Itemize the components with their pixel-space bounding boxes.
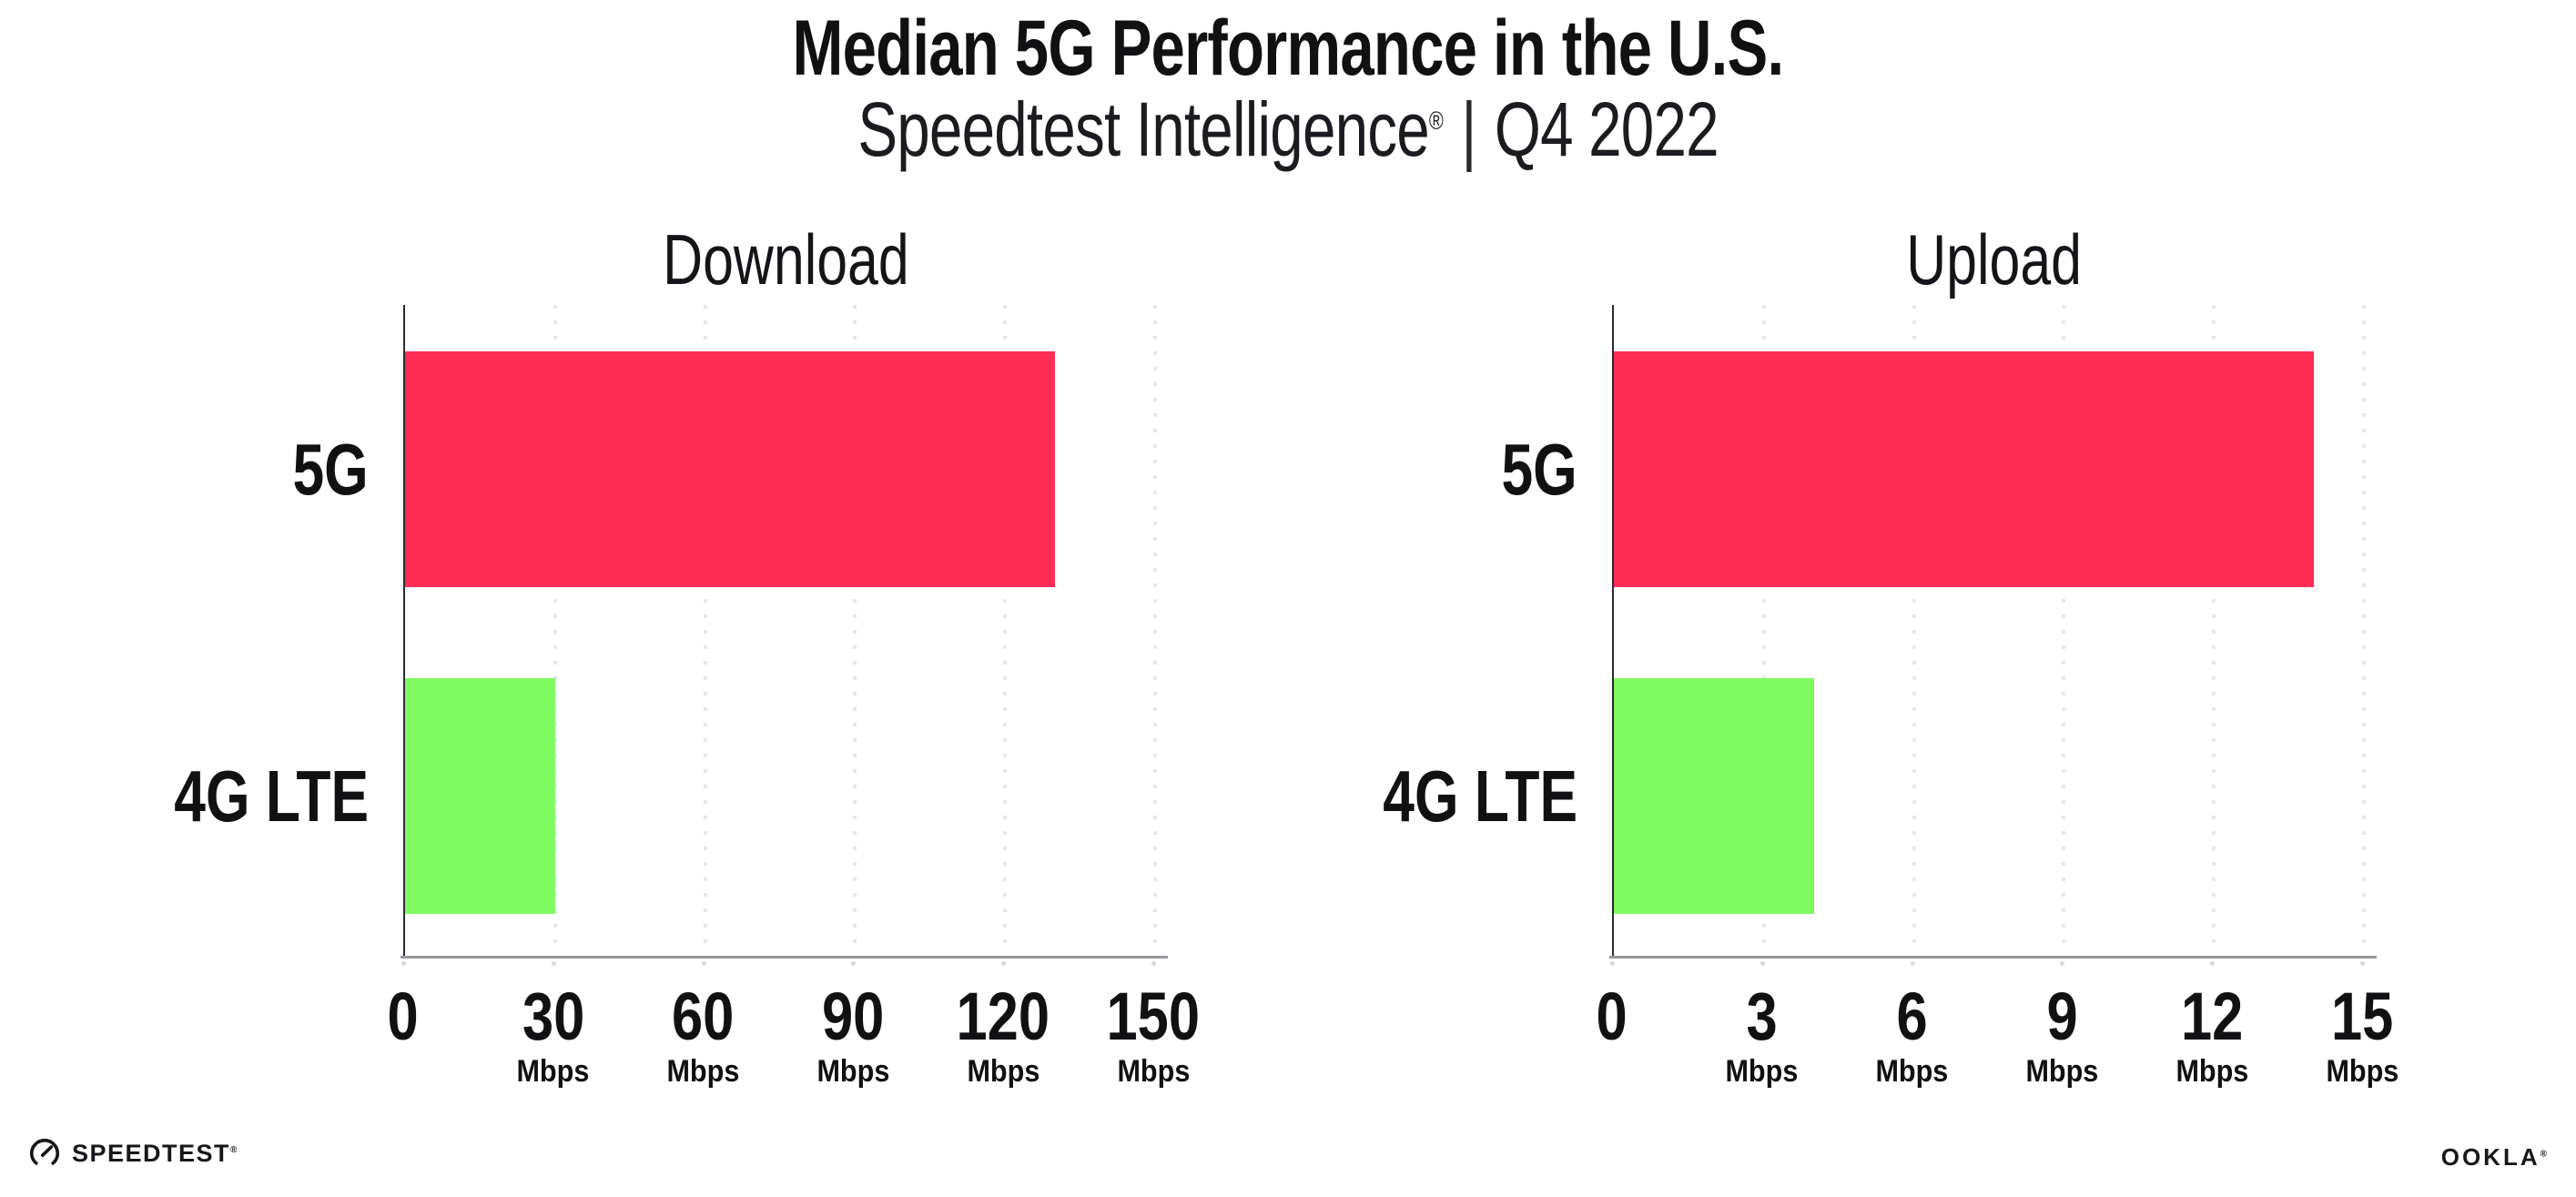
- tick-mark-12: [2210, 961, 2216, 966]
- tick-mark-6: [1910, 961, 1915, 966]
- chart-panel-upload: Upload 0 3 Mbps 6 Mbps 9 Mbps 12 Mbps 15 Mbps 5G 4G …: [1383, 223, 2399, 1087]
- gridline-15: [2362, 305, 2366, 955]
- speedtest-gauge-icon: [29, 1139, 60, 1165]
- tick-mark-9: [2060, 961, 2065, 966]
- tick-value: 0: [387, 979, 420, 1054]
- x-axis-line: [1609, 956, 2377, 959]
- tick-value: 12: [2181, 979, 2244, 1054]
- registered-mark: ®: [1428, 107, 1444, 135]
- tick-label-90: 90 Mbps: [753, 979, 953, 1089]
- speedtest-wordmark: SPEEDTEST®: [72, 1139, 238, 1167]
- gridline-12: [2212, 305, 2216, 955]
- x-axis-line: [401, 956, 1168, 959]
- tick-value: 30: [522, 979, 584, 1054]
- registered-mark: ®: [230, 1144, 238, 1155]
- gridline-150: [1153, 305, 1157, 955]
- tick-label-9: 9 Mbps: [1962, 979, 2162, 1089]
- tick-mark-15: [2360, 961, 2365, 966]
- tick-unit: Mbps: [2025, 1054, 2099, 1089]
- tick-value: 0: [1596, 979, 1628, 1054]
- tick-unit: Mbps: [2326, 1054, 2399, 1089]
- tick-unit: Mbps: [1117, 1054, 1190, 1089]
- tick-unit: Mbps: [1725, 1054, 1799, 1089]
- tick-value: 3: [1746, 979, 1778, 1054]
- tick-mark-90: [851, 961, 857, 966]
- tick-mark-30: [551, 961, 556, 966]
- tick-mark-60: [701, 961, 706, 966]
- tick-label-60: 60 Mbps: [603, 979, 804, 1089]
- tick-mark-120: [1001, 961, 1007, 966]
- tick-mark-150: [1151, 961, 1156, 966]
- tick-mark-0: [401, 961, 406, 966]
- tick-label-6: 6 Mbps: [1812, 979, 2013, 1089]
- bar-4g-lte: [1614, 678, 1814, 914]
- gridline-3: [1761, 305, 1766, 955]
- chart-panel-download: Download 0 30 Mbps 60 Mbps 90 Mbps 120 Mbps 150 Mb…: [174, 223, 1200, 1087]
- tick-unit: Mbps: [516, 1054, 590, 1089]
- tick-label-0: 0: [1512, 983, 1712, 1050]
- gridline-90: [853, 305, 857, 955]
- gridline-6: [1912, 305, 1916, 955]
- tick-unit: Mbps: [967, 1054, 1040, 1089]
- ookla-logo: OOKLA®: [2441, 1143, 2547, 1172]
- tick-mark-0: [1610, 961, 1615, 966]
- tick-value: 90: [822, 979, 885, 1054]
- tick-unit: Mbps: [666, 1054, 740, 1089]
- tick-value: 9: [2046, 979, 2078, 1054]
- subtitle-period: Q4 2022: [1494, 86, 1719, 172]
- category-label-4g-lte: 4G LTE: [174, 755, 369, 837]
- tick-label-30: 30 Mbps: [453, 979, 654, 1089]
- tick-label-150: 150 Mbps: [1053, 979, 1253, 1089]
- panel-title-download: Download: [662, 219, 909, 299]
- tick-mark-3: [1760, 961, 1765, 966]
- tick-value: 6: [1896, 979, 1928, 1054]
- plot-area-download: [403, 305, 1170, 959]
- page-subtitle: Speedtest Intelligence® | Q4 2022: [0, 86, 2576, 174]
- tick-unit: Mbps: [816, 1054, 890, 1089]
- tick-unit: Mbps: [1875, 1054, 1949, 1089]
- tick-unit: Mbps: [2175, 1054, 2249, 1089]
- speedtest-logo: SPEEDTEST®: [27, 1136, 237, 1171]
- tick-label-3: 3 Mbps: [1662, 979, 1862, 1089]
- bar-5g: [1614, 351, 2315, 587]
- category-label-5g: 5G: [292, 428, 369, 510]
- bar-4g-lte: [405, 678, 555, 914]
- subtitle-separator: |: [1461, 86, 1476, 172]
- tick-label-12: 12 Mbps: [2112, 979, 2312, 1089]
- gridline-60: [703, 305, 707, 955]
- gridline-30: [553, 305, 557, 955]
- tick-label-0: 0: [303, 983, 503, 1050]
- tick-value: 120: [956, 979, 1050, 1054]
- tick-value: 60: [672, 979, 735, 1054]
- bar-5g: [405, 351, 1056, 587]
- registered-mark: ®: [2540, 1149, 2547, 1160]
- tick-label-15: 15 Mbps: [2262, 979, 2462, 1089]
- panel-title-upload: Upload: [1906, 219, 2083, 299]
- page-title: Median 5G Performance in the U.S.: [792, 5, 1785, 92]
- category-label-5g: 5G: [1501, 428, 1577, 510]
- tick-value: 150: [1106, 979, 1201, 1054]
- subtitle-brand: Speedtest Intelligence: [857, 86, 1429, 172]
- tick-value: 15: [2330, 979, 2394, 1054]
- gridline-120: [1003, 305, 1008, 955]
- gridline-9: [2062, 305, 2066, 955]
- category-label-4g-lte: 4G LTE: [1383, 755, 1577, 837]
- tick-label-120: 120 Mbps: [903, 979, 1103, 1089]
- plot-area-upload: [1612, 305, 2378, 959]
- ookla-wordmark: OOKLA: [2440, 1143, 2541, 1171]
